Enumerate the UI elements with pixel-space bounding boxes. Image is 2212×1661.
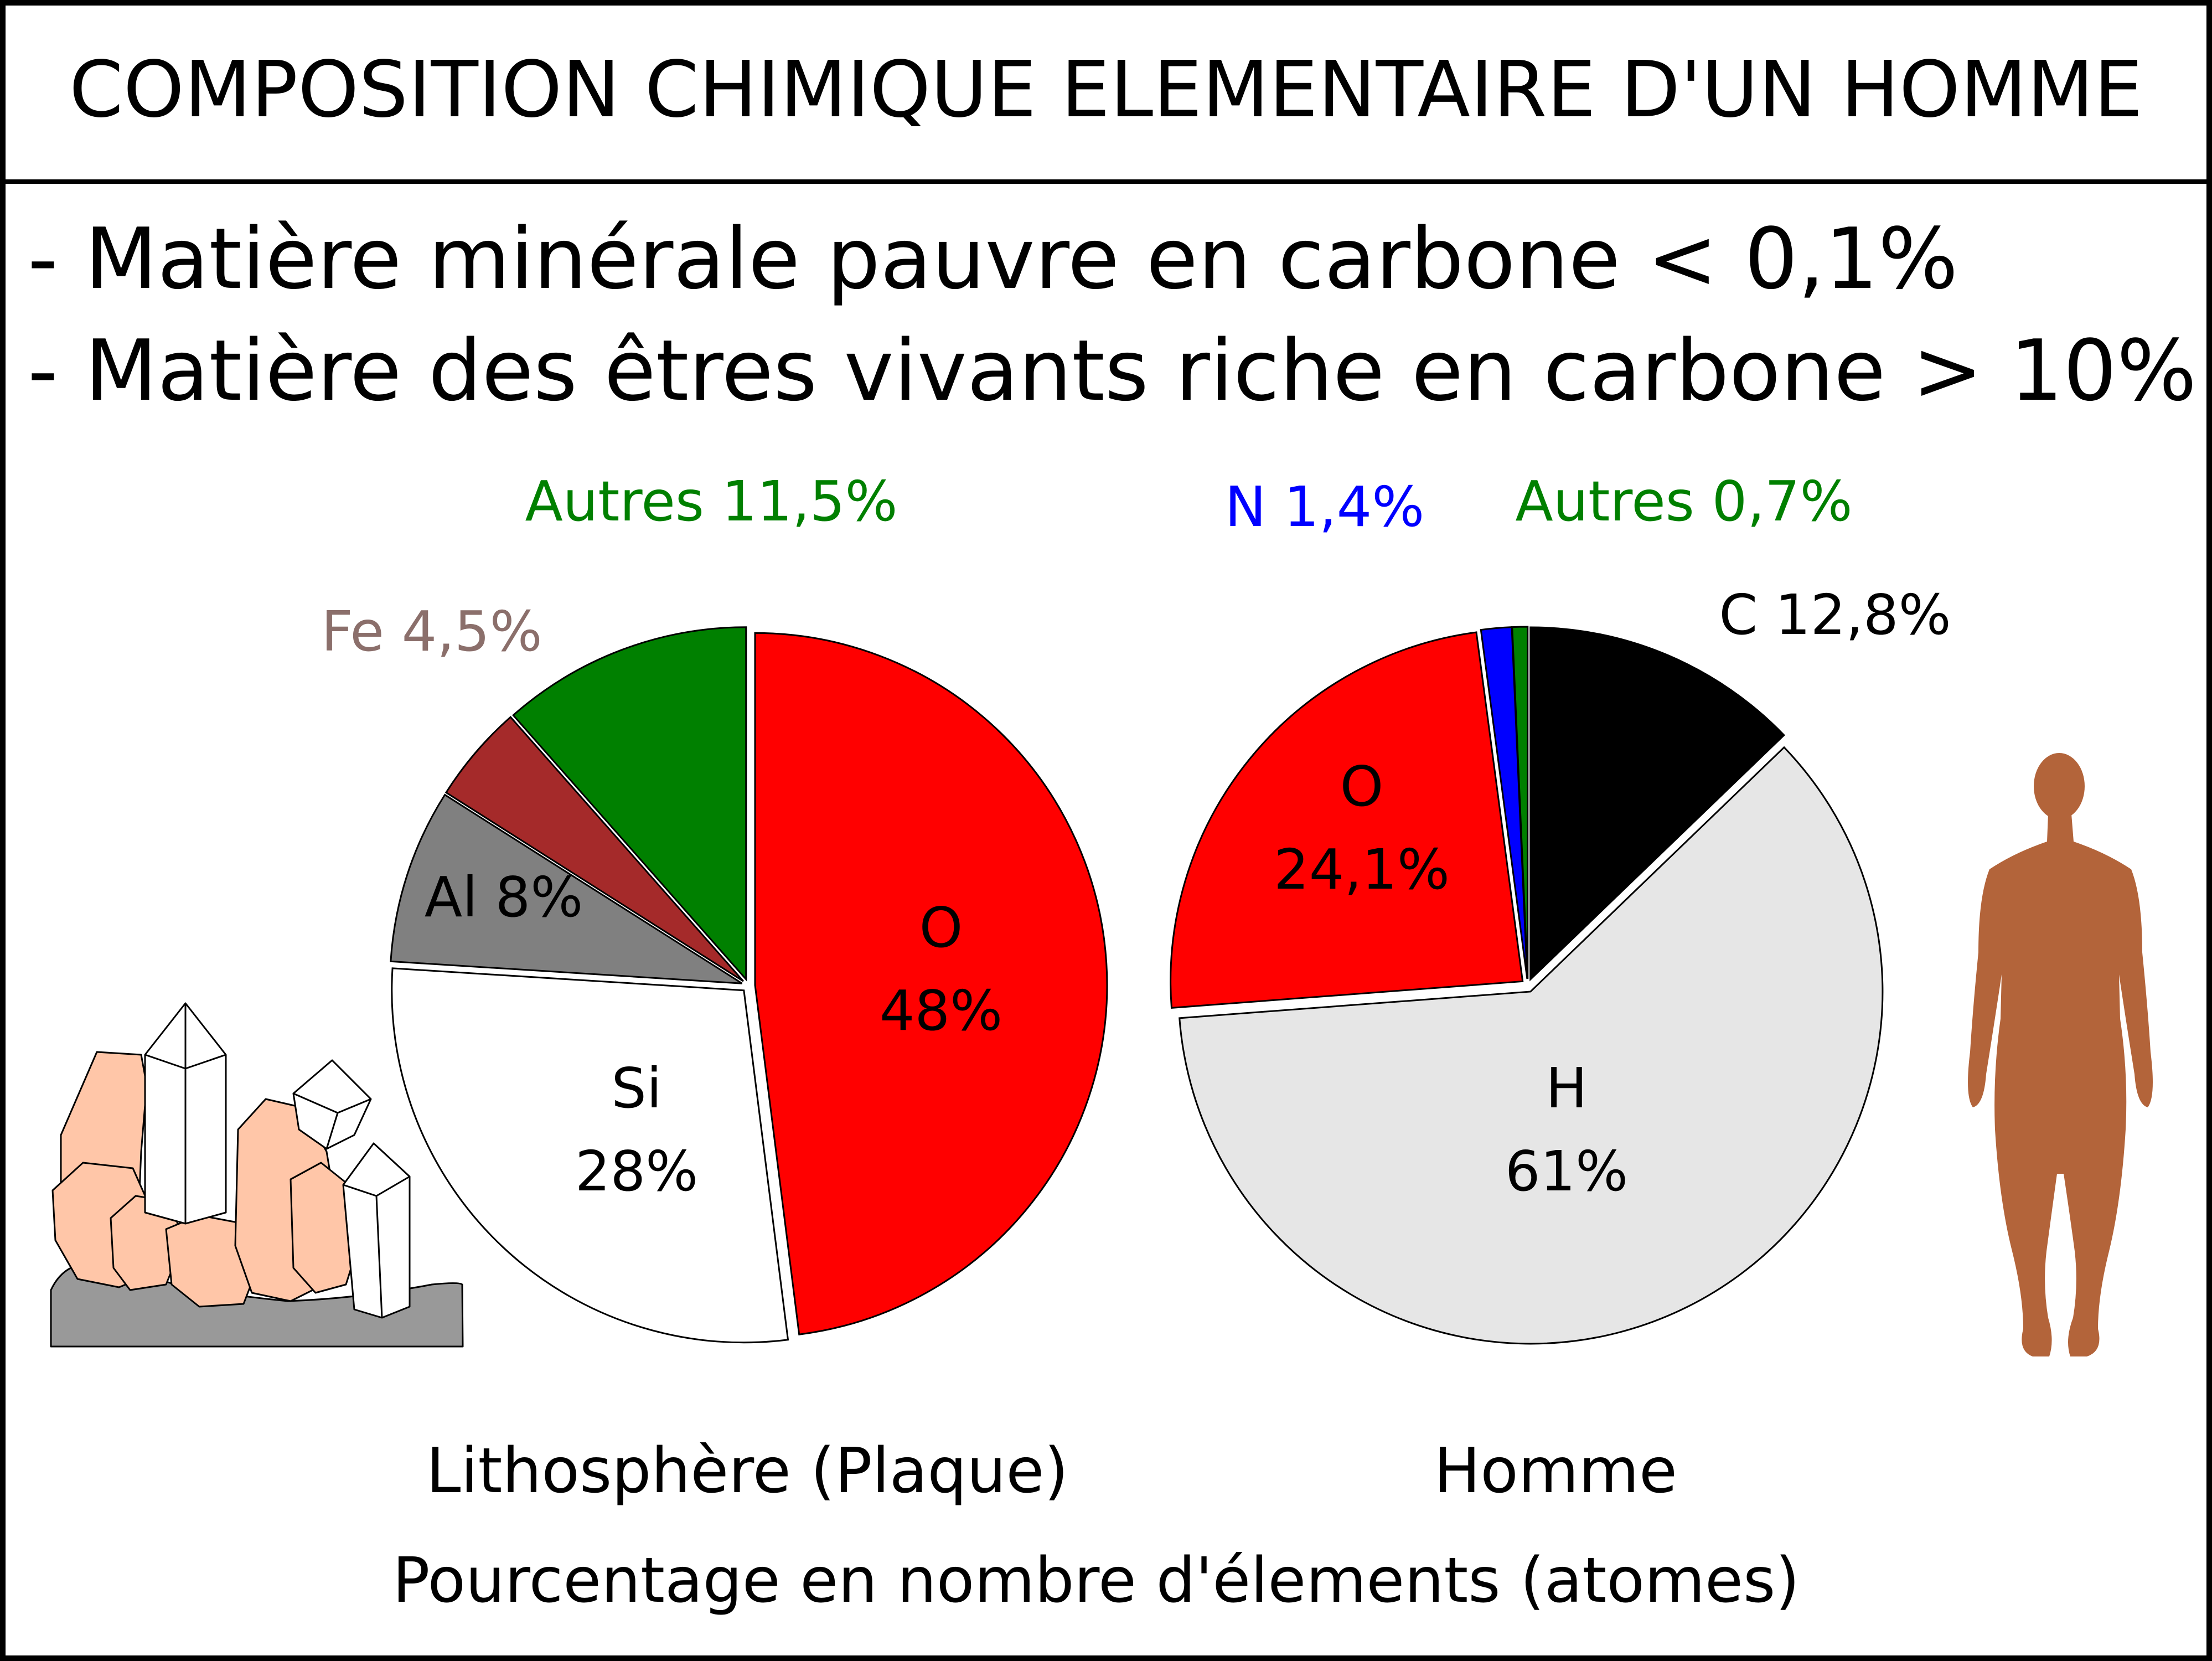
slice-label-1-o: O 24,1%	[1274, 754, 1450, 902]
slice-label-0-al: Al 8%	[425, 865, 583, 930]
crystal-white-small-ridge	[293, 1092, 371, 1149]
crystal-white-small	[292, 1059, 372, 1150]
pie-slice-0-fe	[445, 716, 745, 982]
slice-label-0-fe: Fe 4,5%	[321, 599, 542, 664]
note-living: - Matière des êtres vivants riche en car…	[28, 322, 2197, 420]
slice-label-0-o: O 48%	[880, 895, 1002, 1043]
human-body	[1968, 814, 2153, 1356]
slice-label-1-autres: Autres 0,7%	[1515, 469, 1852, 534]
footer-caption: Pourcentage en nombre d'élements (atomes…	[392, 1545, 1800, 1617]
crystal-white-tall-ridge	[144, 1054, 226, 1070]
chart-title-lithosphere: Lithosphère (Plaque)	[426, 1435, 1069, 1507]
pie-slice-1-autres	[1511, 626, 1529, 979]
crystal-white-right	[342, 1142, 411, 1319]
slice-label-0-si: Si 28%	[575, 1056, 698, 1204]
crystal-white-right-ridge	[343, 1175, 410, 1318]
slice-label-1-c: C 12,8%	[1719, 582, 1951, 647]
pie-slice-1-h	[1179, 746, 1884, 1345]
note-mineral: - Matière minérale pauvre en carbone < 0…	[28, 210, 1958, 308]
crystal-cluster-icon	[50, 1002, 464, 1348]
human-silhouette-icon	[1968, 753, 2153, 1356]
slice-label-1-h: H 61%	[1505, 1056, 1628, 1204]
pie-chart-1: C 12,8% H 61% O 24,1% N 1,4% Autres 0,7%	[1170, 469, 1951, 1345]
chart-title-homme: Homme	[1434, 1435, 1677, 1507]
pie-chart-0: O 48% Si 28% Al 8% Fe 4,5% Autres 11,5%	[321, 469, 1108, 1344]
pie-slice-0-al	[390, 793, 743, 984]
pie-slice-0-si	[391, 967, 789, 1344]
pie-slice-1-c	[1529, 626, 1785, 982]
pie-slice-1-o	[1170, 631, 1524, 1009]
human-head	[2034, 753, 2085, 819]
slice-label-0-autres: Autres 11,5%	[525, 469, 898, 534]
slice-label-1-n: N 1,4%	[1225, 474, 1425, 539]
page-title: COMPOSITION CHIMIQUE ELEMENTAIRE D'UN HO…	[69, 45, 2143, 135]
title-bar: COMPOSITION CHIMIQUE ELEMENTAIRE D'UN HO…	[0, 0, 2212, 184]
pie-slice-0-o	[754, 632, 1108, 1335]
pie-slice-0-autres	[512, 626, 747, 982]
